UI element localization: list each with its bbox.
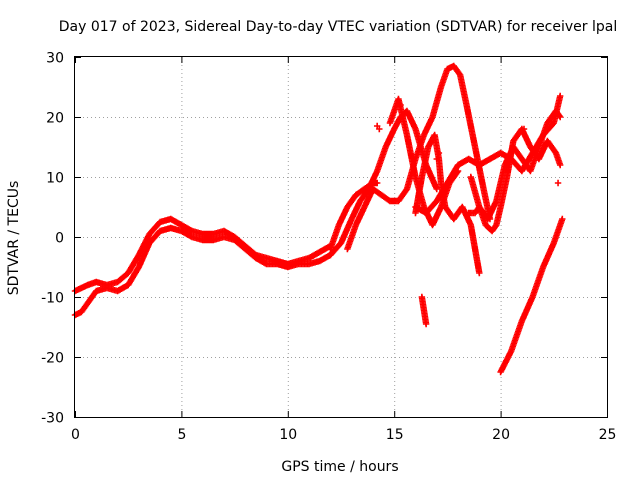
data-point [397,101,404,109]
plot-frame [74,56,608,418]
y-tick-label: 10 [46,171,64,187]
y-tick-label: -20 [41,351,64,367]
x-axis-label: GPS time / hours [281,459,398,475]
y-axis-label: SDTVAR / TECUs [6,181,22,296]
data-point [399,113,406,121]
data-point [556,112,563,119]
y-tick-label: -30 [41,411,64,427]
y-tick-label: -10 [41,291,64,307]
data-point [556,92,564,100]
data-point [435,149,443,157]
y-tick-label: 0 [55,231,64,247]
data-point [520,125,528,133]
data-points [71,62,566,376]
data-point [376,125,383,133]
x-tick-label: 20 [492,427,510,443]
data-point [559,215,566,223]
x-tick-label: 5 [177,427,186,443]
data-point [476,269,483,277]
x-tick-label: 25 [599,427,617,443]
chart-title: Day 017 of 2023, Sidereal Day-to-day VTE… [59,19,617,35]
data-point [373,179,381,187]
x-tick-label: 10 [279,427,297,443]
data-point [554,179,562,187]
data-point [556,161,564,169]
x-tick-label: 15 [386,427,404,443]
x-tick-label: 0 [71,427,80,443]
y-tick-label: 30 [46,51,64,67]
data-point [422,320,430,328]
data-point [556,113,564,121]
data-point [433,155,440,163]
y-tick-label: 20 [46,111,64,127]
